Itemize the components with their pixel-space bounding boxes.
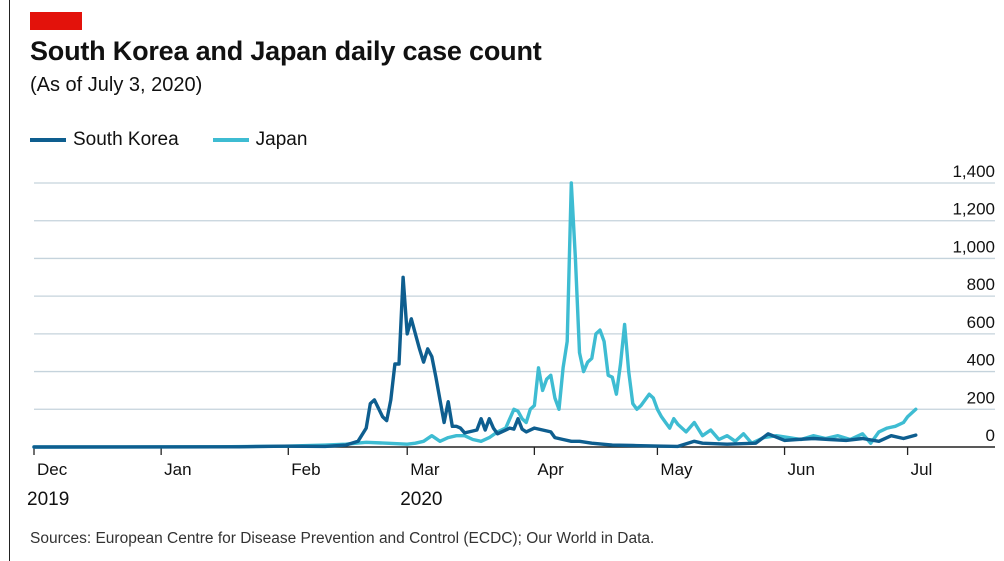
source-note: Sources: European Centre for Disease Pre… [30, 530, 655, 547]
y-tick-label: 800 [967, 275, 995, 294]
legend-label-south-korea: South Korea [73, 129, 179, 150]
x-axis: Dec Jan Feb Mar Apr May Jun Jul 2019 2020 [27, 446, 995, 510]
legend-item-japan: Japan [212, 129, 308, 151]
y-tick-label: 1,400 [952, 162, 995, 181]
x-tick-label: Jun [788, 460, 815, 479]
year-label: 2020 [400, 489, 442, 510]
chart-title: South Korea and Japan daily case count [30, 36, 542, 66]
x-tick-label: Jan [164, 460, 191, 479]
brand-tag [30, 12, 82, 30]
legend-swatch-japan [212, 138, 249, 142]
chart-subtitle: (As of July 3, 2020) [30, 74, 203, 96]
chart-legend: South Korea Japan [30, 128, 341, 152]
x-tick-label: May [660, 460, 693, 479]
x-tick-label: Mar [410, 460, 440, 479]
legend-swatch-south-korea [30, 138, 66, 142]
series-lines [32, 181, 918, 449]
series-line-japan [32, 181, 918, 449]
y-tick-label: 400 [967, 351, 995, 370]
legend-item-south-korea: South Korea [30, 129, 179, 151]
y-tick-label: 0 [986, 426, 995, 445]
y-tick-label: 600 [967, 313, 995, 332]
y-tick-label: 1,200 [952, 200, 995, 219]
grid-lines [34, 182, 995, 410]
x-tick-label: Dec [37, 460, 68, 479]
legend-label-japan: Japan [255, 129, 308, 150]
frame-border [9, 0, 10, 561]
y-axis-ticks: 1,400 1,200 1,000 800 600 400 200 0 [952, 162, 995, 445]
x-tick-label: Feb [291, 460, 320, 479]
series-line-south-korea [32, 275, 918, 449]
y-tick-label: 1,000 [952, 237, 995, 256]
x-tick-label: Apr [537, 460, 564, 479]
year-label: 2019 [27, 489, 69, 510]
y-tick-label: 200 [967, 388, 995, 407]
x-tick-label: Jul [911, 460, 933, 479]
